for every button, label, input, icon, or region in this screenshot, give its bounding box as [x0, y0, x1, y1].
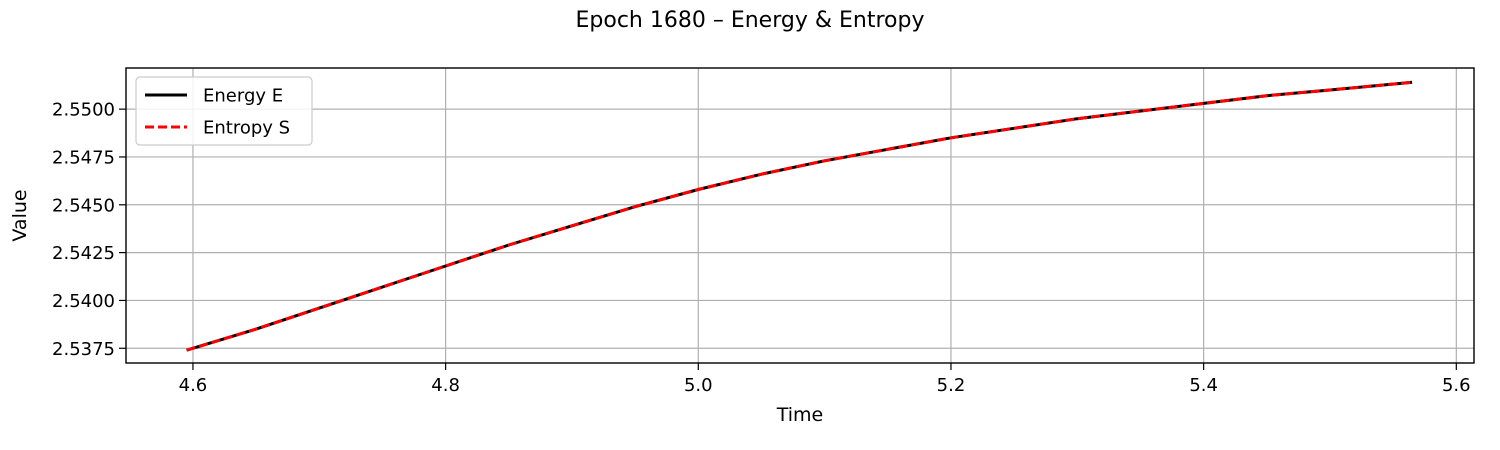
legend-label: Energy E — [203, 86, 283, 107]
plot-frame — [125, 67, 1475, 364]
grid-lines — [126, 68, 1474, 363]
x-tick-label: 5.6 — [1442, 375, 1471, 396]
y-axis-label: Value — [9, 189, 31, 241]
legend: Energy E Entropy S — [135, 76, 313, 146]
chart-title: Epoch 1680 – Energy & Entropy — [576, 8, 925, 33]
y-tick-label: 2.5475 — [52, 147, 115, 168]
y-tick-label: 2.5450 — [52, 195, 115, 216]
x-tick-label: 5.0 — [684, 375, 713, 396]
series-line-entropy-s — [186, 80, 1413, 352]
series-lines — [186, 80, 1413, 352]
legend-label: Entropy S — [203, 118, 290, 139]
axis-ticks: 4.6 4.8 5.0 5.2 5.4 5.6 2.5375 2.5400 2.5425 2.54… — [52, 100, 1471, 396]
x-tick-label: 5.2 — [937, 375, 966, 396]
x-axis-label: Time — [776, 404, 824, 426]
y-tick-label: 2.5375 — [52, 339, 115, 360]
x-tick-label: 4.8 — [431, 375, 460, 396]
x-tick-label: 4.6 — [179, 375, 208, 396]
y-tick-label: 2.5500 — [52, 100, 115, 121]
x-tick-label: 5.4 — [1189, 375, 1218, 396]
y-tick-label: 2.5400 — [52, 291, 115, 312]
y-tick-label: 2.5425 — [52, 243, 115, 264]
